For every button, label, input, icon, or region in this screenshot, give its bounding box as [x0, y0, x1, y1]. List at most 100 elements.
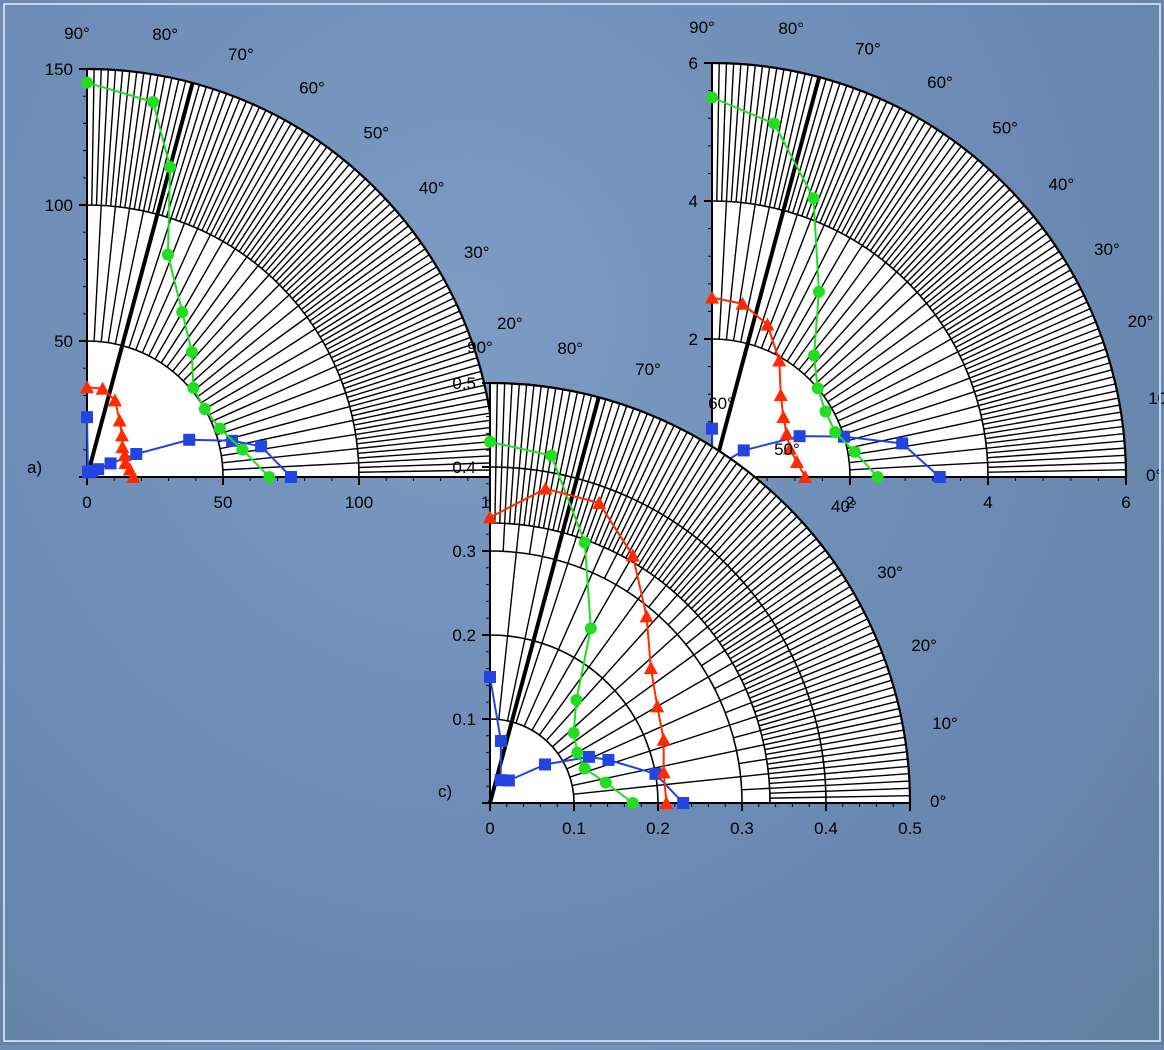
angle-label: 50° [774, 440, 800, 459]
data-point [95, 381, 110, 395]
hatch-line [580, 405, 628, 539]
polar-panel-3: 0 0.1 0.1 0.2 0.2 0.3 0.3 0.4 0.4 0.5 0.5 90° 80° 70°… [438, 338, 958, 838]
y-tick-label: 150 [45, 60, 73, 79]
spoke-line [849, 447, 987, 464]
data-point [776, 410, 791, 424]
hatch-line [250, 150, 334, 261]
hatch-line [294, 214, 400, 303]
y-tick-label: 0.1 [452, 710, 476, 729]
data-point [484, 671, 496, 683]
spoke-line [729, 715, 757, 726]
spoke-line [200, 328, 316, 404]
hatch-line [735, 64, 749, 203]
ring-arc [711, 338, 851, 478]
hatch-line [767, 743, 907, 765]
data-point [779, 426, 794, 440]
hatch-line [319, 266, 438, 338]
hatch-line [343, 343, 473, 390]
hatch-line [183, 95, 234, 224]
spoke-line [809, 281, 908, 380]
spoke-line [626, 567, 644, 593]
hatch-line [730, 63, 742, 202]
hatch-line [161, 84, 201, 216]
data-point [81, 411, 93, 424]
hatch-line [761, 700, 898, 736]
data-point [236, 443, 249, 456]
hatch-line [661, 471, 750, 583]
hatch-line [676, 490, 772, 596]
hatch-line [741, 618, 868, 681]
data-point [798, 470, 813, 483]
data-point [772, 353, 787, 367]
hatch-line [763, 714, 901, 746]
hatch-line [892, 164, 985, 270]
hatch-line [654, 462, 738, 577]
data-point [567, 726, 580, 739]
x-tick-label: 50 [214, 493, 233, 512]
hatch-line [354, 405, 489, 431]
hatch-line [312, 248, 426, 326]
hatch-line [331, 297, 455, 359]
angle-label: 80° [557, 339, 583, 358]
hatch-line [963, 307, 1091, 366]
spoke-line [707, 662, 733, 678]
hatch-line [950, 269, 1071, 340]
spoke-line [207, 352, 330, 416]
spoke-line [736, 744, 765, 752]
ring-arc [711, 200, 989, 478]
spoke-line [100, 206, 117, 342]
hatch-line [704, 532, 813, 624]
spoke-line [741, 787, 770, 791]
hatch-line [337, 316, 463, 372]
hatch-line [607, 422, 669, 550]
data-point [112, 413, 127, 427]
hatch-line [326, 284, 448, 350]
hatch-line [128, 73, 152, 209]
hatch-line [720, 63, 728, 202]
data-point [829, 426, 842, 439]
hatch-line [922, 210, 1030, 301]
hatch-line [724, 573, 843, 652]
data-point [782, 441, 797, 455]
hatch-line [987, 469, 1126, 473]
hatch-line [351, 384, 485, 417]
data-point [706, 422, 718, 435]
hatch-line [985, 418, 1123, 440]
data-point [760, 317, 775, 331]
data-point [896, 437, 909, 450]
hatch-line [594, 413, 648, 544]
spoke-line [141, 228, 199, 354]
data-point [571, 746, 584, 759]
angle-label: 20° [911, 636, 937, 655]
hatch-line [773, 73, 806, 209]
hatch-line [979, 376, 1114, 411]
hatch-line [91, 69, 95, 206]
hatch-line [729, 586, 851, 660]
hatch-line [980, 383, 1116, 416]
data-point [538, 481, 553, 495]
hatch-line [268, 173, 361, 276]
spoke-line [222, 462, 359, 471]
hatch-line [751, 651, 883, 704]
data-point [773, 388, 788, 402]
hatch-line [355, 412, 491, 436]
spoke-line [846, 418, 983, 449]
data-point [285, 471, 297, 483]
angle-label: 20° [497, 314, 523, 333]
angle-label: 10° [1148, 389, 1164, 408]
hatch-line [747, 638, 877, 695]
hatch-line [657, 467, 744, 580]
data-point [147, 95, 160, 108]
hatch-line [690, 510, 793, 609]
outer-arc [489, 381, 912, 804]
hatch-line [945, 257, 1064, 332]
data-point [161, 248, 174, 261]
series-line [489, 487, 668, 804]
hatch-line [641, 450, 720, 569]
spoke-line [648, 584, 667, 608]
spoke-line [814, 291, 918, 386]
hatch-line [205, 109, 267, 233]
hatch-line [700, 526, 808, 620]
hatch-line [972, 341, 1104, 388]
